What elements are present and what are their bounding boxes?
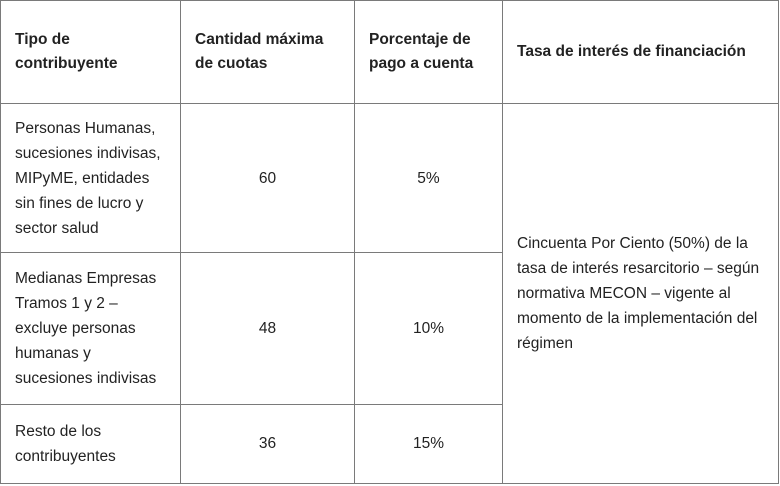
cell-porcentaje-text: 10% [412,320,445,338]
table-row: Personas Humanas, sucesiones indivisas, … [0,102,779,484]
cell-tipo-text: Medianas Empresas Tramos 1 y 2 – excluye… [15,270,157,388]
cell-tipo-text: Personas Humanas, sucesiones indivisas, … [15,119,161,237]
header-cuotas: Cantidad máxima de cuotas [180,0,355,104]
header-tipo-label: Tipo de contribuyente [15,31,118,72]
table-body: Personas Humanas, sucesiones indivisas, … [0,102,779,485]
cell-cuotas-text: 60 [258,169,277,187]
cell-porcentaje: 15% [354,403,503,485]
header-cuotas-label: Cantidad máxima de cuotas [195,31,324,72]
cell-tasa: Cincuenta Por Ciento (50%) de la tasa de… [502,103,779,484]
cell-cuotas-text: 36 [258,435,277,453]
cell-porcentaje: 5% [354,102,503,254]
cell-cuotas: 60 [180,102,355,254]
table-row: Resto de los contribuyentes 36 15% [0,403,779,485]
cell-tipo: Personas Humanas, sucesiones indivisas, … [0,102,181,254]
cell-porcentaje: 10% [354,252,503,405]
cell-tasa-text: Cincuenta Por Ciento (50%) de la tasa de… [517,235,760,352]
header-porcentaje: Porcentaje de pago a cuenta [354,0,503,104]
cell-porcentaje-text: 5% [417,169,440,187]
cell-cuotas: 36 [180,403,355,485]
cell-tipo: Resto de los contribuyentes [0,403,181,485]
cell-cuotas: 48 [180,252,355,405]
cell-cuotas-text: 48 [258,320,277,338]
header-row: Tipo de contribuyente Cantidad máxima de… [0,0,779,104]
table-header: Tipo de contribuyente Cantidad máxima de… [0,0,779,104]
cell-tipo: Medianas Empresas Tramos 1 y 2 – excluye… [0,252,181,405]
cell-tipo-text: Resto de los contribuyentes [15,422,116,465]
header-tasa: Tasa de interés de financiación [502,0,779,104]
header-tasa-label: Tasa de interés de financiación [517,43,746,60]
header-tipo: Tipo de contribuyente [0,0,181,104]
header-porcentaje-label: Porcentaje de pago a cuenta [369,31,474,72]
cell-porcentaje-text: 15% [412,435,445,453]
table-row: Medianas Empresas Tramos 1 y 2 – excluye… [0,252,779,405]
